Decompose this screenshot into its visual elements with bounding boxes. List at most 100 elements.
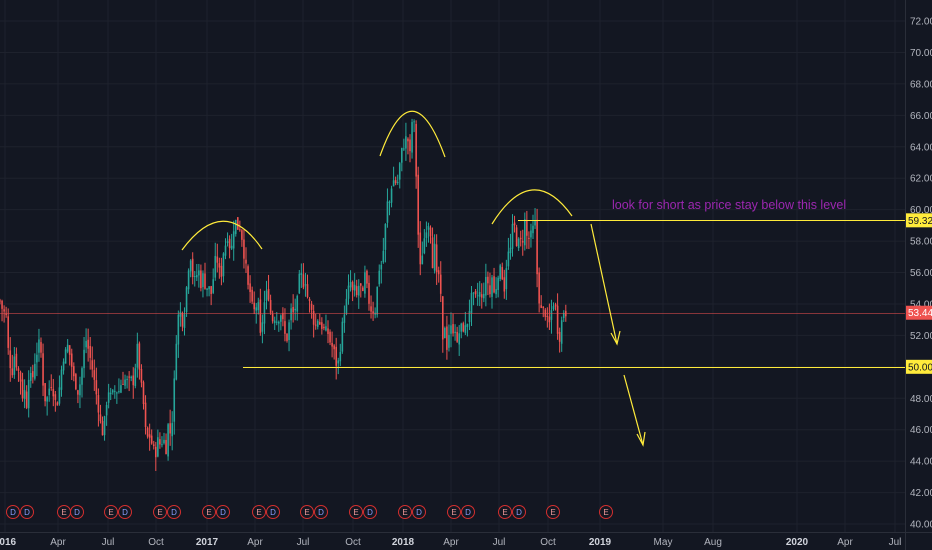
dividend-event-marker[interactable]: D (512, 505, 526, 519)
candle-body (46, 397, 48, 402)
candle-body (269, 300, 272, 313)
candle-body (97, 395, 100, 413)
earnings-event-marker[interactable]: E (546, 505, 560, 519)
candle-body (503, 277, 506, 292)
candle-body (280, 315, 282, 322)
event-label: D (465, 508, 471, 517)
arrow-head-lower (636, 431, 646, 447)
candle-body (146, 427, 149, 437)
candle-body (556, 305, 559, 334)
dividend-event-marker[interactable]: D (20, 505, 34, 519)
earnings-event-marker[interactable]: E (349, 505, 363, 519)
price-tag-label: 53.44 (908, 308, 932, 319)
earnings-event-marker[interactable]: E (104, 505, 118, 519)
event-circle (398, 505, 412, 519)
candle-body (513, 222, 516, 226)
price-axis[interactable] (905, 0, 932, 550)
candle-body (282, 312, 284, 320)
earnings-event-marker[interactable]: E (498, 505, 512, 519)
y-tick-label: 46.00 (910, 425, 932, 436)
x-tick-label: Jul (102, 537, 115, 548)
dividend-event-marker[interactable]: D (167, 505, 181, 519)
candle-body (23, 390, 26, 399)
candle-body (290, 308, 292, 321)
candle-body (114, 390, 116, 392)
dividend-event-marker[interactable]: D (314, 505, 328, 519)
y-tick-label: 40.00 (910, 520, 932, 531)
candle-body (323, 326, 325, 329)
candle-body (27, 379, 30, 409)
candle-body (208, 286, 210, 290)
candle-body (411, 122, 413, 153)
earnings-event-marker[interactable]: E (252, 505, 266, 519)
price-tag-label: 59.32 (908, 216, 932, 227)
dividend-event-marker[interactable]: D (118, 505, 132, 519)
event-label: D (318, 508, 324, 517)
dividend-event-marker[interactable]: D (70, 505, 84, 519)
event-circle (363, 505, 377, 519)
candle-body (466, 323, 469, 327)
earnings-event-marker[interactable]: E (57, 505, 71, 519)
x-tick-label: Apr (443, 537, 459, 548)
candle-body (70, 353, 73, 367)
event-label: E (451, 508, 456, 517)
candle-body (87, 339, 89, 349)
candle-body (122, 383, 124, 385)
event-label: E (550, 508, 555, 517)
candle-body (142, 382, 145, 405)
candle-body (292, 306, 294, 313)
candle-body (132, 375, 135, 386)
candle-body (25, 391, 28, 408)
candle-body (210, 286, 212, 294)
dividend-event-marker[interactable]: D (266, 505, 280, 519)
candle-body (73, 366, 75, 377)
candle-body (138, 343, 141, 370)
earnings-event-marker[interactable]: E (202, 505, 216, 519)
candle-body (448, 335, 450, 348)
price-tag-bg (906, 305, 932, 320)
dividend-event-marker[interactable]: D (412, 505, 426, 519)
candle-body (364, 272, 366, 294)
x-tick-label: Apr (837, 537, 853, 548)
candle-body (93, 370, 96, 380)
candle-body (36, 354, 38, 363)
candle-body (273, 320, 276, 324)
event-circle (447, 505, 461, 519)
earnings-event-marker[interactable]: E (398, 505, 412, 519)
candle-body (257, 302, 260, 311)
candle-body (52, 388, 55, 397)
event-label: D (10, 508, 16, 517)
candle-body (401, 148, 403, 163)
dividend-event-marker[interactable]: D (6, 505, 20, 519)
x-tick-label: 2019 (589, 537, 612, 548)
candles (0, 118, 567, 472)
candle-body (347, 285, 350, 299)
earnings-event-marker[interactable]: E (599, 505, 613, 519)
candle-body (5, 313, 7, 315)
candle-body (245, 259, 247, 264)
y-tick-label: 66.00 (910, 111, 932, 122)
candle-body (66, 344, 69, 352)
event-label: E (206, 508, 211, 517)
dividend-event-marker[interactable]: D (461, 505, 475, 519)
candle-body (230, 245, 233, 249)
candle-body (83, 349, 85, 369)
head-arc-right (491, 189, 573, 225)
price-tag-label: 50.00 (908, 362, 932, 373)
y-tick-label: 64.00 (910, 142, 932, 153)
price-tag: 53.44 (906, 305, 932, 320)
annotation-text: look for short as price stay below this … (612, 198, 846, 212)
earnings-event-marker[interactable]: E (447, 505, 461, 519)
dividend-event-marker[interactable]: D (216, 505, 230, 519)
candle-body (228, 238, 231, 249)
candle-body (232, 231, 235, 249)
candle-body (134, 368, 137, 387)
earnings-event-marker[interactable]: E (300, 505, 314, 519)
dividend-event-marker[interactable]: D (363, 505, 377, 519)
earnings-event-marker[interactable]: E (153, 505, 167, 519)
price-tag: 59.32 (906, 213, 932, 228)
candle-body (472, 292, 475, 294)
time-axis[interactable] (0, 532, 932, 550)
